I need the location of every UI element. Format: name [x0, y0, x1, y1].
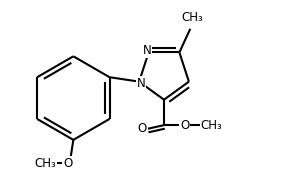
- Text: CH₃: CH₃: [200, 119, 222, 132]
- Text: O: O: [63, 157, 72, 170]
- Text: O: O: [138, 122, 147, 135]
- Text: O: O: [180, 119, 189, 132]
- Text: N: N: [142, 44, 151, 57]
- Text: CH₃: CH₃: [34, 157, 56, 170]
- Text: N: N: [137, 77, 145, 90]
- Text: CH₃: CH₃: [181, 11, 203, 24]
